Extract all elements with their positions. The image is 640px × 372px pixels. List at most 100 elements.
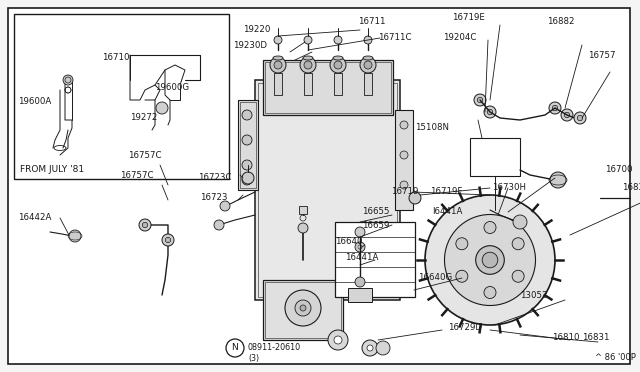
Bar: [263, 280, 343, 340]
Text: 16711: 16711: [358, 17, 385, 26]
Circle shape: [476, 246, 504, 274]
Circle shape: [400, 181, 408, 189]
Circle shape: [242, 160, 252, 170]
Text: 16757C: 16757C: [128, 151, 161, 160]
Circle shape: [482, 252, 498, 268]
Text: 19600A: 19600A: [18, 97, 51, 106]
Circle shape: [355, 227, 365, 237]
Circle shape: [400, 121, 408, 129]
Circle shape: [456, 270, 468, 282]
Circle shape: [63, 75, 73, 85]
Circle shape: [334, 61, 342, 69]
Circle shape: [274, 36, 282, 44]
Circle shape: [165, 237, 171, 243]
Text: 19230D: 19230D: [233, 41, 267, 49]
Text: 16723C: 16723C: [198, 173, 232, 183]
Bar: [299, 206, 307, 214]
Text: ^ 86 '00P: ^ 86 '00P: [595, 353, 636, 362]
Circle shape: [484, 221, 496, 234]
Circle shape: [367, 345, 373, 351]
Circle shape: [334, 36, 342, 44]
Bar: [348, 288, 372, 302]
Text: 19220: 19220: [243, 26, 270, 35]
Circle shape: [274, 61, 282, 69]
Ellipse shape: [363, 56, 373, 60]
Circle shape: [304, 36, 312, 44]
Text: 16831D: 16831D: [622, 183, 640, 192]
Circle shape: [139, 219, 151, 231]
Circle shape: [360, 57, 376, 73]
Circle shape: [409, 192, 421, 204]
Text: 19204C: 19204C: [443, 33, 476, 42]
Ellipse shape: [303, 56, 313, 60]
Text: 16730H: 16730H: [492, 183, 526, 192]
Circle shape: [355, 277, 365, 287]
Circle shape: [362, 340, 378, 356]
Text: 16441A: 16441A: [345, 253, 378, 263]
Circle shape: [484, 286, 496, 298]
Text: I6441A: I6441A: [432, 208, 462, 217]
Text: 15108N: 15108N: [415, 124, 449, 132]
Text: FROM JULY '81: FROM JULY '81: [20, 166, 84, 174]
Circle shape: [242, 135, 252, 145]
Bar: [334, 73, 342, 95]
Bar: [364, 73, 372, 95]
Circle shape: [456, 238, 468, 250]
Circle shape: [69, 230, 81, 242]
Text: 16655: 16655: [362, 208, 390, 217]
Text: 19272: 19272: [130, 113, 157, 122]
Circle shape: [477, 97, 483, 103]
Circle shape: [513, 215, 527, 229]
Text: 16882: 16882: [547, 17, 575, 26]
Text: 16729D: 16729D: [448, 324, 482, 333]
Text: 13052: 13052: [520, 291, 547, 299]
Circle shape: [376, 341, 390, 355]
Circle shape: [220, 201, 230, 211]
Circle shape: [364, 36, 372, 44]
Circle shape: [425, 195, 555, 325]
Text: 16640: 16640: [335, 237, 362, 247]
Bar: [238, 100, 258, 190]
Circle shape: [226, 339, 244, 357]
Bar: [263, 60, 393, 115]
Circle shape: [484, 106, 496, 118]
Text: N: N: [232, 343, 238, 353]
Circle shape: [242, 175, 252, 185]
Circle shape: [214, 220, 224, 230]
Text: 16757: 16757: [588, 51, 616, 60]
Circle shape: [142, 222, 148, 228]
Circle shape: [358, 245, 362, 249]
Bar: [14, 14, 229, 179]
Circle shape: [334, 336, 342, 344]
Bar: [335, 222, 415, 297]
Circle shape: [304, 61, 312, 69]
Circle shape: [156, 102, 168, 114]
Circle shape: [549, 102, 561, 114]
Text: 16723: 16723: [200, 193, 227, 202]
Circle shape: [400, 151, 408, 159]
Bar: [395, 110, 413, 210]
Circle shape: [577, 115, 582, 121]
Circle shape: [512, 238, 524, 250]
Circle shape: [162, 234, 174, 246]
Text: 16710: 16710: [102, 54, 129, 62]
Circle shape: [330, 57, 346, 73]
Text: 16719F: 16719F: [430, 187, 462, 196]
Ellipse shape: [333, 56, 343, 60]
Circle shape: [474, 94, 486, 106]
Bar: [255, 80, 400, 300]
Bar: [258, 83, 397, 297]
Bar: [265, 282, 341, 338]
Circle shape: [512, 270, 524, 282]
Bar: [304, 73, 312, 95]
Circle shape: [364, 61, 372, 69]
Text: 16810: 16810: [552, 334, 579, 343]
Text: 08911-20610: 08911-20610: [248, 343, 301, 353]
Bar: [274, 73, 282, 95]
Circle shape: [328, 330, 348, 350]
Text: 16659: 16659: [362, 221, 389, 230]
Circle shape: [445, 215, 536, 305]
Circle shape: [242, 110, 252, 120]
Bar: [470, 138, 520, 176]
Text: 16831: 16831: [582, 334, 609, 343]
